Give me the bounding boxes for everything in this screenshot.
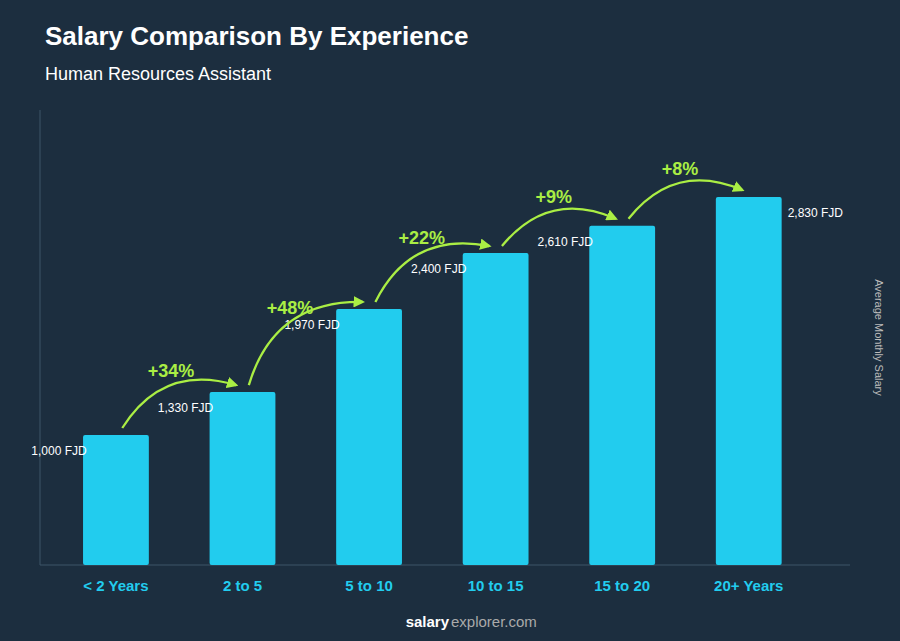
y-axis-label: Average Monthly Salary — [873, 279, 885, 396]
pct-annotation: +9% — [535, 187, 572, 207]
arrow — [375, 243, 489, 302]
arrow — [122, 380, 236, 428]
bar — [210, 392, 276, 565]
x-tick-label: 15 to 20 — [594, 577, 650, 594]
bar — [589, 226, 655, 565]
arrow — [629, 180, 743, 218]
arrows — [122, 180, 742, 428]
bar — [83, 435, 149, 565]
bar — [463, 253, 529, 565]
subtitle: Human Resources Assistant — [45, 64, 271, 84]
background — [0, 0, 900, 641]
bar — [336, 309, 402, 565]
pct-annotation: +34% — [148, 361, 195, 381]
y-axis-line — [40, 110, 41, 565]
value-label: 2,830 FJD — [788, 206, 844, 220]
title: Salary Comparison By Experience — [45, 21, 468, 51]
footer-brand: salary — [406, 613, 450, 630]
footer-domain: explorer.com — [451, 613, 537, 630]
pct-annotation: +22% — [398, 228, 445, 248]
pct-annotation: +8% — [662, 159, 699, 179]
value-label: 2,610 FJD — [538, 235, 594, 249]
x-tick-label: 20+ Years — [714, 577, 783, 594]
x-tick-label: < 2 Years — [83, 577, 148, 594]
bar — [716, 197, 782, 565]
arrow — [502, 209, 616, 246]
x-tick-label: 2 to 5 — [223, 577, 262, 594]
value-label: 2,400 FJD — [411, 262, 467, 276]
chart-container: Salary Comparison By Experience Human Res… — [0, 0, 900, 641]
chart-svg: Salary Comparison By Experience Human Res… — [0, 0, 900, 641]
x-tick-label: 5 to 10 — [345, 577, 393, 594]
value-label: 1,000 FJD — [31, 444, 87, 458]
x-tick-label: 10 to 15 — [468, 577, 524, 594]
bars — [83, 197, 782, 565]
value-label: 1,330 FJD — [158, 401, 214, 415]
pct-annotation: +48% — [267, 298, 314, 318]
